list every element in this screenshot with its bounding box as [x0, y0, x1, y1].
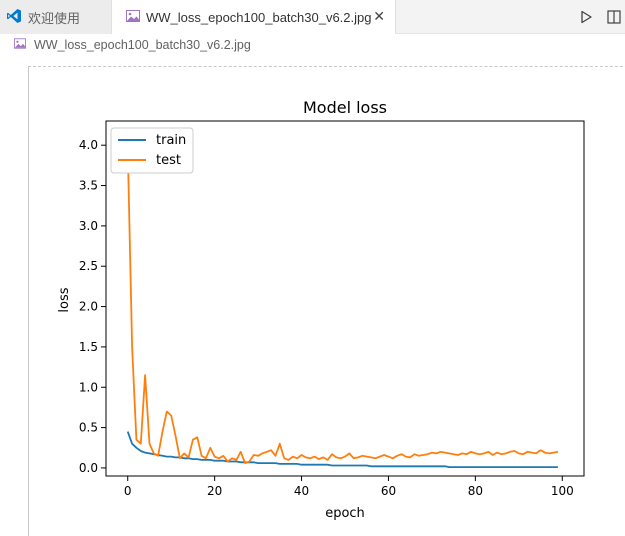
breadcrumb-file[interactable]: WW_loss_epoch100_batch30_v6.2.jpg	[34, 38, 251, 52]
close-tab-icon[interactable]: ✕	[373, 8, 385, 24]
tab-welcome[interactable]: 欢迎使用	[0, 0, 112, 34]
tab-image-file-label: WW_loss_epoch100_batch30_v6.2.jpg	[146, 9, 372, 25]
image-file-icon	[14, 38, 26, 52]
editor-actions	[569, 0, 625, 34]
split-editor-icon[interactable]	[603, 6, 625, 28]
vscode-logo-icon	[6, 8, 22, 27]
image-preview-frame	[28, 66, 625, 536]
tab-image-file[interactable]: WW_loss_epoch100_batch30_v6.2.jpg ✕	[112, 0, 396, 34]
tab-welcome-label: 欢迎使用	[28, 10, 81, 26]
editor-tab-bar: 欢迎使用 WW_loss_epoch100_batch30_v6.2.jpg ✕	[0, 0, 625, 34]
breadcrumb: WW_loss_epoch100_batch30_v6.2.jpg	[0, 34, 625, 56]
run-icon[interactable]	[575, 6, 597, 28]
image-file-icon	[126, 9, 140, 25]
